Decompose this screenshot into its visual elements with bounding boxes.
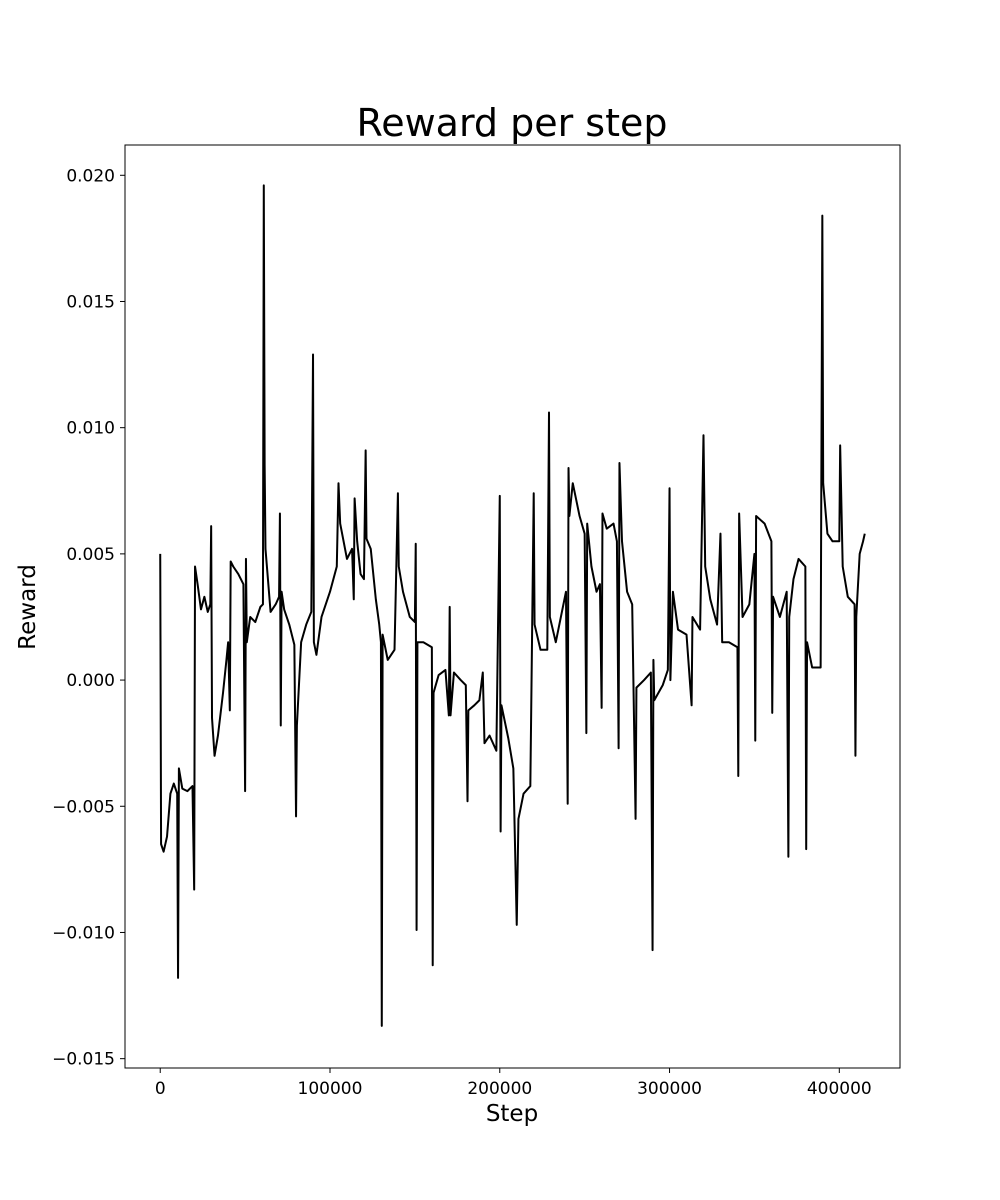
y-tick-label: −0.015: [52, 1050, 115, 1070]
line-series: [159, 184, 866, 1027]
y-tick-label: 0.005: [66, 545, 115, 565]
y-tick-label: −0.005: [52, 797, 115, 817]
x-axis-label: Step: [486, 1101, 538, 1127]
x-tick-label: 0: [155, 1079, 166, 1099]
x-tick-label: 100000: [298, 1079, 363, 1099]
y-tick-label: −0.010: [52, 923, 115, 943]
x-tick-label: 300000: [637, 1079, 702, 1099]
y-tick-label: 0.010: [66, 419, 115, 439]
y-tick-label: 0.015: [66, 292, 115, 312]
x-tick-label: 400000: [807, 1079, 872, 1099]
y-tick-label: 0.020: [66, 166, 115, 186]
chart-title: Reward per step: [357, 101, 668, 145]
plot-frame: [124, 144, 901, 1069]
y-axis-label: Reward: [15, 564, 41, 650]
x-tick-label: 200000: [467, 1079, 532, 1099]
y-tick-label: 0.000: [66, 671, 115, 691]
